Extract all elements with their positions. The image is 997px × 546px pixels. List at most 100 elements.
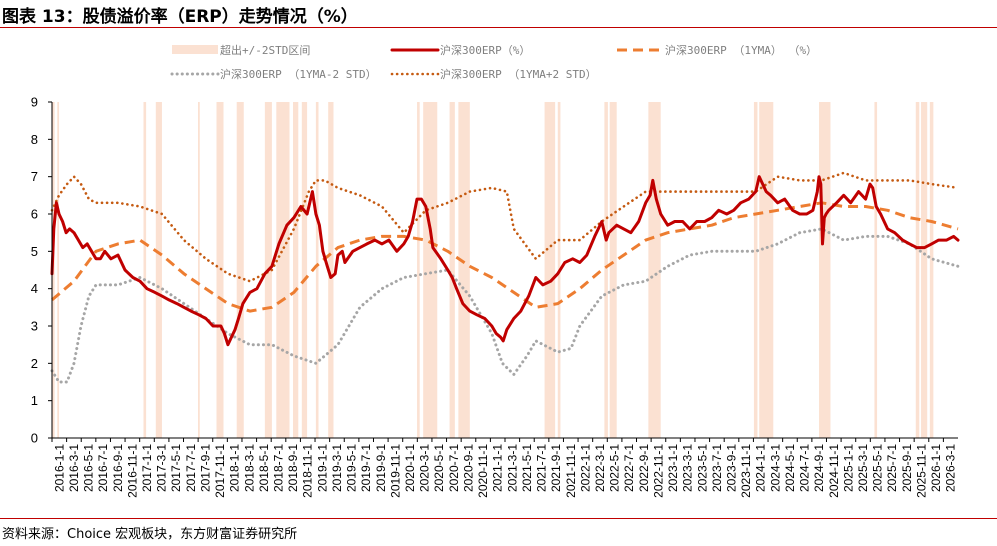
x-tick-label: 2024-9-1 — [812, 444, 826, 492]
x-tick-label: 2024-3-1 — [768, 444, 782, 492]
x-tick-label: 2026-1-1 — [929, 444, 943, 492]
x-tick-label: 2019-1-1 — [315, 444, 329, 492]
x-tick-label: 2020-3-1 — [418, 444, 432, 492]
x-tick-label: 2019-7-1 — [359, 444, 373, 492]
x-tick-label: 2021-9-1 — [549, 444, 563, 492]
legend-swatch-band — [172, 45, 218, 54]
chart-source: 资料来源：Choice 宏观板块，东方财富证券研究所 — [2, 527, 298, 542]
legend-label: 沪深300ERP （1YMA-2 STD） — [220, 67, 377, 81]
y-tick-label: 0 — [31, 431, 38, 446]
x-tick-label: 2017-3-1 — [155, 444, 169, 492]
out-of-2std-band — [301, 102, 308, 438]
legend-label: 沪深300ERP （1YMA+2 STD） — [440, 67, 597, 81]
x-tick-label: 2020-7-1 — [447, 444, 461, 492]
x-tick-label: 2022-11-1 — [651, 444, 665, 498]
y-tick-label: 1 — [31, 393, 38, 408]
out-of-2std-band — [236, 102, 244, 438]
out-of-2std-band — [819, 102, 831, 438]
title-divider — [0, 27, 997, 28]
out-of-2std-band — [328, 102, 334, 438]
x-tick-label: 2024-5-1 — [783, 444, 797, 492]
x-tick-label: 2020-11-1 — [476, 444, 490, 498]
legend: 超出+/-2STD区间 沪深300ERP（%） 沪深300ERP （1YMA） （%… — [170, 43, 817, 81]
legend-label: 超出+/-2STD区间 — [220, 43, 310, 57]
x-tick-label: 2021-5-1 — [520, 444, 534, 492]
x-tick-label: 2025-1-1 — [841, 444, 855, 492]
x-tick-label: 2020-9-1 — [462, 444, 476, 492]
out-of-2std-band — [609, 102, 617, 438]
x-tick-label: 2019-9-1 — [374, 444, 388, 492]
x-tick-label: 2018-5-1 — [257, 444, 271, 492]
x-tick-label: 2022-1-1 — [578, 444, 592, 492]
y-tick-label: 6 — [31, 207, 38, 222]
legend-item: 沪深300ERP （1YMA） （%） — [617, 43, 817, 57]
erp-chart: 0 1 2 3 4 5 6 7 8 9 2016-1-1 2016-3-1 2016-5-1 2016-7… — [31, 43, 960, 498]
x-tick-label: 2017-7-1 — [184, 444, 198, 492]
x-tick-label: 2022-9-1 — [637, 444, 651, 492]
x-tick-label: 2022-5-1 — [608, 444, 622, 492]
legend-label: 沪深300ERP（%） — [440, 43, 530, 57]
x-tick-label: 2017-5-1 — [169, 444, 183, 492]
out-of-2std-band — [315, 102, 319, 438]
out-of-2std-band — [423, 102, 438, 438]
out-of-2std-band — [604, 102, 608, 438]
x-tick-label: 2016-7-1 — [96, 444, 110, 492]
x-tick-label: 2020-5-1 — [432, 444, 446, 492]
y-tick-label: 4 — [31, 281, 38, 296]
plus-2std-line — [50, 171, 960, 283]
x-tick-label: 2024-7-1 — [798, 444, 812, 492]
x-tick-label: 2025-7-1 — [885, 444, 899, 492]
out-of-2std-band — [648, 102, 661, 438]
x-tick-label: 2018-9-1 — [286, 444, 300, 492]
legend-item: 沪深300ERP （1YMA-2 STD） — [170, 67, 377, 81]
x-tick-label: 2019-5-1 — [345, 444, 359, 492]
axis-layer: 0 1 2 3 4 5 6 7 8 9 2016-1-1 2016-3-1 2016-5-1 2016-7… — [31, 95, 958, 498]
out-of-2std-band — [143, 102, 147, 438]
x-tick-label: 2016-9-1 — [111, 444, 125, 492]
band-layer — [52, 102, 934, 438]
x-tick-label: 2017-1-1 — [140, 444, 154, 492]
legend-item: 超出+/-2STD区间 — [172, 43, 310, 57]
x-tick-label: 2023-3-1 — [681, 444, 695, 492]
x-tick-label: 2016-3-1 — [67, 444, 81, 492]
x-tick-label: 2023-5-1 — [695, 444, 709, 492]
y-tick-label: 7 — [31, 169, 38, 184]
y-tick-label: 9 — [31, 95, 38, 110]
x-tick-label: 2019-3-1 — [330, 444, 344, 492]
x-tick-label: 2025-11-1 — [915, 444, 929, 498]
x-tick-label: 2017-9-1 — [198, 444, 212, 492]
x-tick-label: 2022-7-1 — [622, 444, 636, 492]
x-tick-label: 2019-11-1 — [388, 444, 402, 498]
out-of-2std-band — [929, 102, 934, 438]
y-tick-label: 2 — [31, 356, 38, 371]
x-tick-label: 2016-5-1 — [82, 444, 96, 492]
x-tick-label: 2022-3-1 — [593, 444, 607, 492]
y-tick-label: 5 — [31, 244, 38, 259]
out-of-2std-band — [276, 102, 290, 438]
out-of-2std-band — [198, 102, 200, 438]
x-tick-label: 2018-1-1 — [228, 444, 242, 492]
x-tick-label: 2021-7-1 — [535, 444, 549, 492]
x-tick-label: 2018-3-1 — [242, 444, 256, 492]
legend-item: 沪深300ERP（%） — [390, 43, 530, 57]
x-tick-label: 2021-1-1 — [491, 444, 505, 492]
x-tick-label: 2025-9-1 — [900, 444, 914, 492]
x-tick-label: 2021-3-1 — [505, 444, 519, 492]
series-layer — [50, 171, 960, 384]
legend-label: 沪深300ERP （1YMA） （%） — [665, 43, 817, 57]
x-tick-label: 2018-11-1 — [301, 444, 315, 498]
y-tick-label: 8 — [31, 132, 38, 147]
x-tick-label: 2017-11-1 — [213, 444, 227, 498]
x-tick-label: 2023-1-1 — [666, 444, 680, 492]
out-of-2std-band — [216, 102, 224, 438]
erp-line — [50, 175, 960, 347]
x-tick-label: 2016-1-1 — [52, 444, 66, 492]
x-tick-label: 2023-11-1 — [739, 444, 753, 498]
out-of-2std-band — [293, 102, 299, 438]
x-tick-label: 2023-7-1 — [710, 444, 724, 492]
out-of-2std-band — [874, 102, 878, 438]
x-tick-label: 2024-1-1 — [754, 444, 768, 492]
x-tick-label: 2018-7-1 — [272, 444, 286, 492]
out-of-2std-band — [57, 102, 60, 438]
out-of-2std-band — [155, 102, 162, 438]
